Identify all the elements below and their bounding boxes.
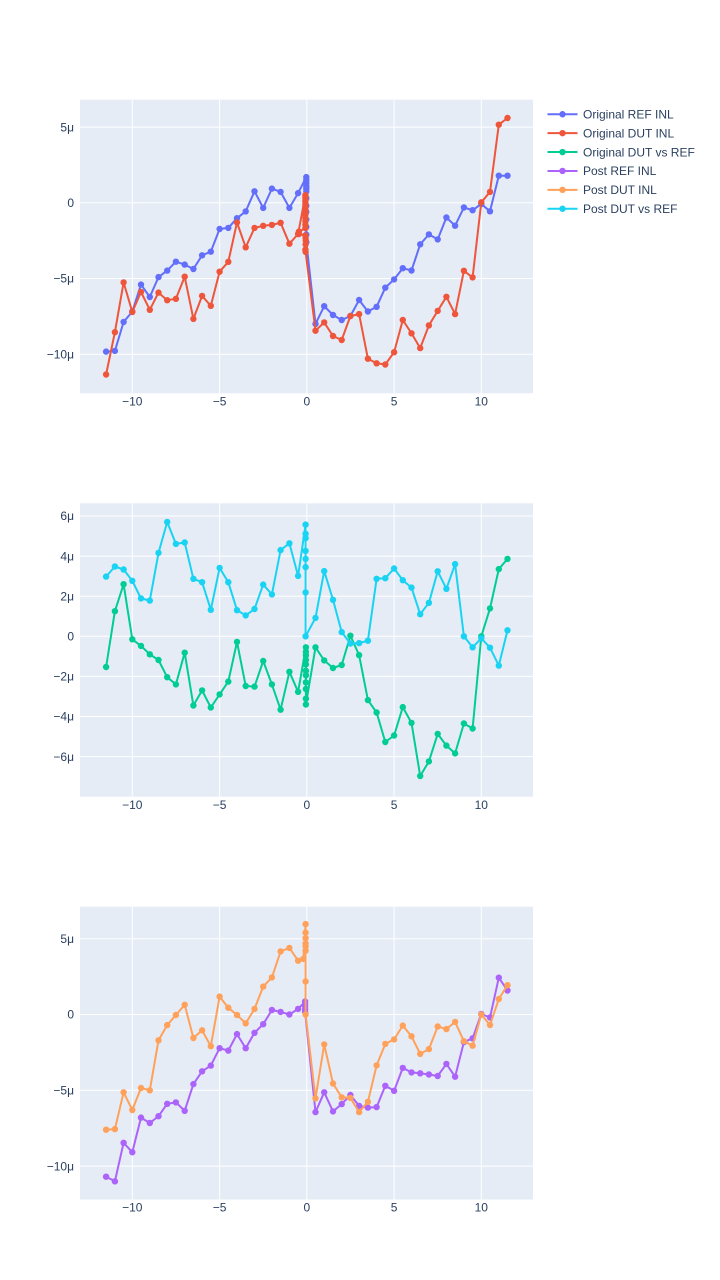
svg-text:−5: −5: [213, 395, 227, 409]
svg-text:5μ: 5μ: [60, 932, 74, 946]
svg-text:−2μ: −2μ: [53, 670, 74, 684]
svg-text:5: 5: [391, 798, 398, 812]
svg-text:−10μ: −10μ: [47, 1159, 74, 1173]
svg-text:0: 0: [303, 395, 310, 409]
svg-text:2μ: 2μ: [60, 589, 74, 603]
svg-text:−10μ: −10μ: [47, 347, 74, 361]
svg-text:0: 0: [303, 798, 310, 812]
svg-text:Original DUT INL: Original DUT INL: [583, 126, 674, 140]
svg-text:−5: −5: [213, 798, 227, 812]
svg-text:−10: −10: [122, 1201, 143, 1215]
svg-text:0: 0: [303, 1201, 310, 1215]
svg-text:10: 10: [475, 798, 489, 812]
svg-text:4μ: 4μ: [60, 549, 74, 563]
svg-text:Post DUT INL: Post DUT INL: [583, 183, 657, 197]
svg-text:−10: −10: [122, 395, 143, 409]
svg-text:5μ: 5μ: [60, 120, 74, 134]
svg-text:10: 10: [475, 395, 489, 409]
svg-text:Original DUT vs REF: Original DUT vs REF: [583, 145, 695, 159]
svg-text:−10: −10: [122, 798, 143, 812]
svg-text:Post DUT vs REF: Post DUT vs REF: [583, 202, 677, 216]
svg-text:5: 5: [391, 395, 398, 409]
svg-text:0: 0: [67, 630, 74, 644]
svg-text:0: 0: [67, 1008, 74, 1022]
svg-text:−5μ: −5μ: [53, 272, 74, 286]
svg-text:Original REF INL: Original REF INL: [583, 107, 674, 121]
svg-text:10: 10: [475, 1201, 489, 1215]
svg-text:−5: −5: [213, 1201, 227, 1215]
svg-text:5: 5: [391, 1201, 398, 1215]
svg-text:Post REF INL: Post REF INL: [583, 164, 657, 178]
svg-text:0: 0: [67, 196, 74, 210]
svg-text:−4μ: −4μ: [53, 710, 74, 724]
svg-text:−6μ: −6μ: [53, 750, 74, 764]
svg-text:6μ: 6μ: [60, 509, 74, 523]
svg-text:−5μ: −5μ: [53, 1084, 74, 1098]
